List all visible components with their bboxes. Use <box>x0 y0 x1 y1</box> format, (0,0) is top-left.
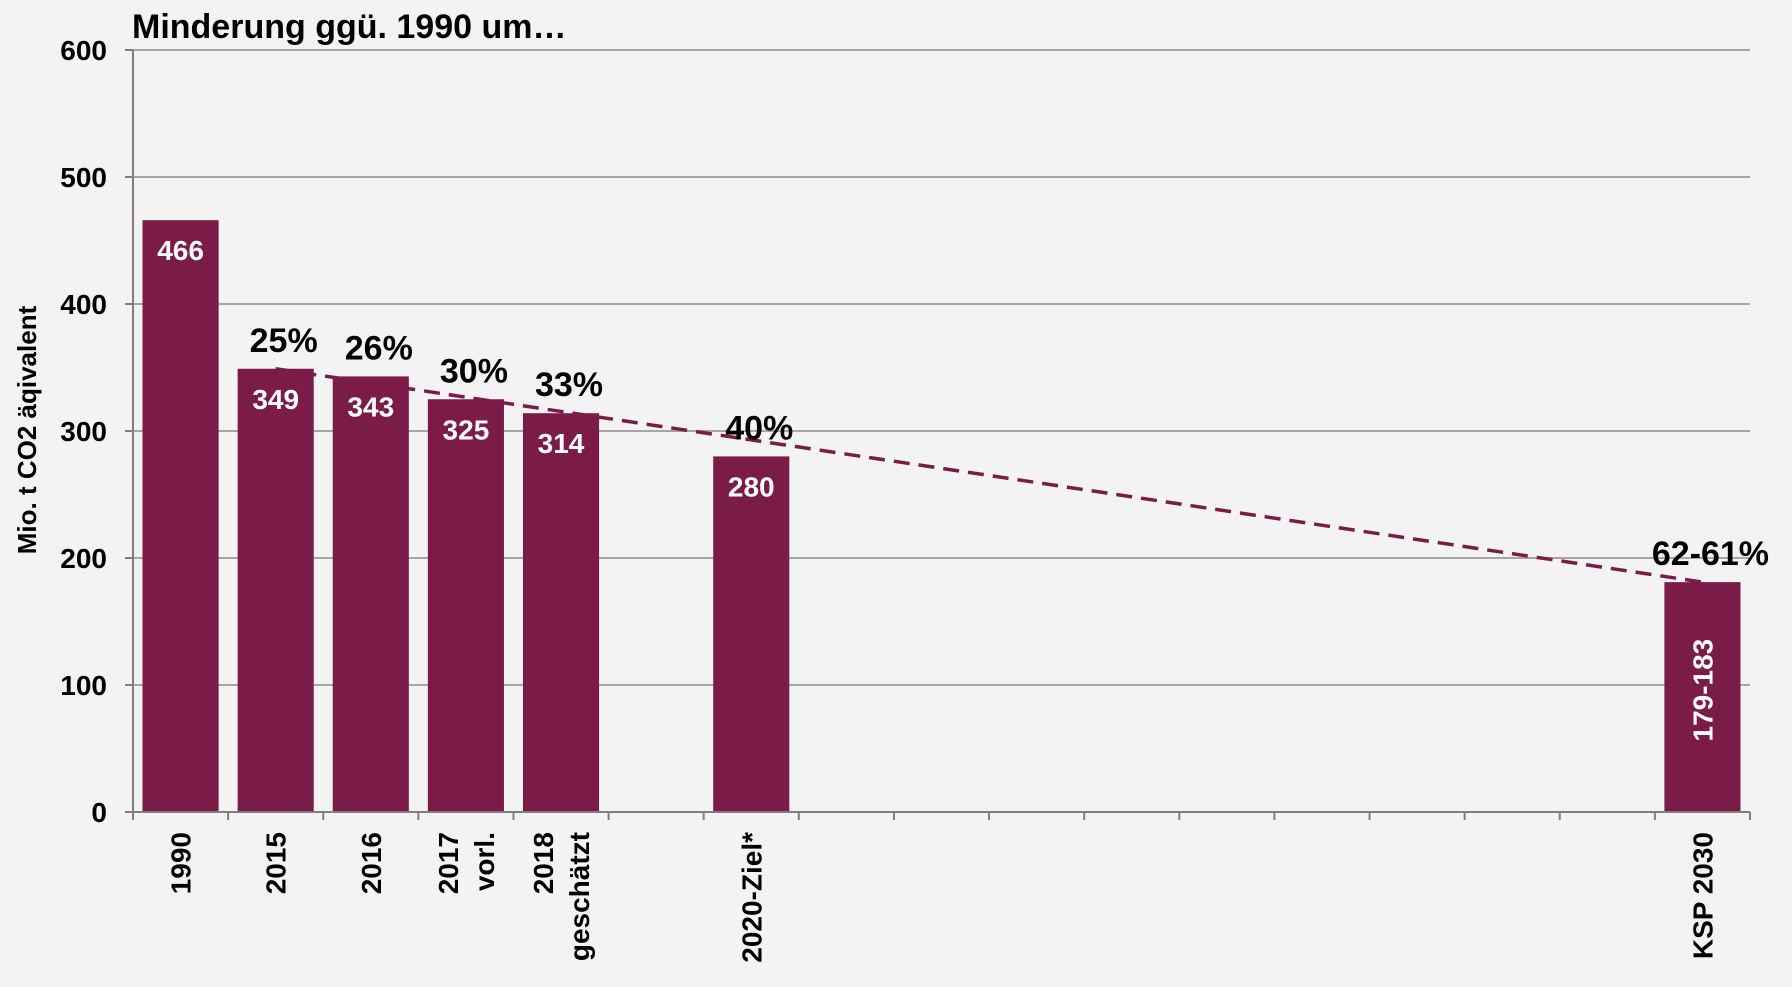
x-tick-label: vorl. <box>469 832 500 891</box>
chart-title: Minderung ggü. 1990 um… <box>132 8 566 46</box>
reduction-label: 40% <box>725 409 793 447</box>
reduction-label: 33% <box>535 366 603 404</box>
y-tick-label: 500 <box>60 162 107 193</box>
x-tick-label: 2018 <box>528 832 559 894</box>
y-tick-label: 0 <box>91 797 107 828</box>
trend-line <box>275 367 1703 584</box>
y-tick-label: 400 <box>60 289 107 320</box>
bar <box>142 220 219 812</box>
x-tick-label: 2017 <box>433 832 464 894</box>
data-label: 466 <box>157 235 204 266</box>
bar <box>332 376 409 812</box>
axes <box>125 49 1751 820</box>
y-tick-label: 600 <box>60 35 107 66</box>
data-label: 349 <box>252 384 299 415</box>
trend-line-path <box>275 367 1703 584</box>
x-tick-label: 2015 <box>261 832 292 894</box>
labels: 0 100 200 300 400 500 600 466 1990 349 25% 2015 343 2… <box>60 35 1769 963</box>
reduction-label: 62-61% <box>1652 535 1769 573</box>
x-tick-label: 1990 <box>166 832 197 894</box>
y-tick-label: 200 <box>60 543 107 574</box>
reduction-label: 26% <box>345 329 413 367</box>
data-label: 343 <box>347 391 394 422</box>
bar <box>713 456 790 812</box>
bar <box>1664 582 1741 812</box>
y-axis-label: Mio. t CO2 äqivalent <box>12 305 42 554</box>
data-label: 325 <box>443 414 490 445</box>
bar <box>522 413 600 812</box>
reduction-label: 25% <box>250 322 318 360</box>
data-label: 280 <box>728 471 775 502</box>
x-tick-label: 2020-Ziel* <box>736 832 767 963</box>
bar <box>237 368 314 812</box>
x-tick-label: geschätzt <box>564 832 595 961</box>
data-label: 314 <box>538 428 585 459</box>
bar <box>427 399 504 812</box>
y-tick-label: 100 <box>60 670 107 701</box>
x-tick-label: KSP 2030 <box>1687 832 1718 959</box>
data-label: 179-183 <box>1687 639 1718 742</box>
y-tick-label: 300 <box>60 416 107 447</box>
reduction-label: 30% <box>440 352 508 390</box>
x-tick-label: 2016 <box>356 832 387 894</box>
bars <box>142 220 1741 812</box>
